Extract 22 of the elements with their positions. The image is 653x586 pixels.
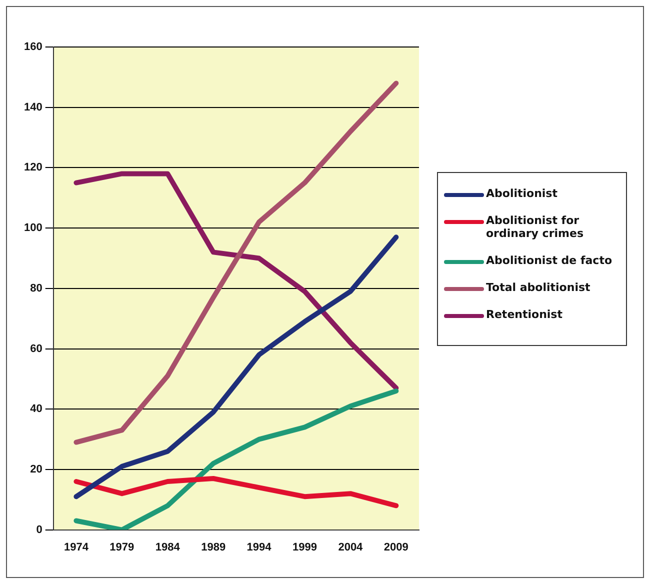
x-tick-label: 1999 — [292, 541, 317, 554]
legend-label: Retentionist — [486, 308, 562, 321]
y-tick-label: 80 — [30, 282, 42, 294]
y-tick-label: 100 — [24, 222, 42, 234]
legend-label: Abolitionist for ordinary crimes — [486, 214, 584, 240]
x-tick-label: 2009 — [384, 541, 408, 554]
y-tick-label: 60 — [30, 342, 42, 355]
x-tick-label: 1974 — [64, 541, 90, 554]
x-tick-label: 1979 — [110, 541, 134, 554]
x-tick-label: 2004 — [338, 541, 364, 554]
legend-label: Abolitionist — [486, 187, 558, 200]
y-tick-label: 20 — [30, 463, 42, 476]
x-tick-label: 1984 — [155, 541, 181, 554]
x-tick-label: 1994 — [246, 541, 272, 554]
y-tick-label: 160 — [24, 41, 42, 54]
legend-label: Abolitionist de facto — [486, 254, 612, 267]
y-tick-label: 40 — [30, 403, 42, 416]
legend-label: Total abolitionist — [486, 281, 590, 294]
x-tick-label: 1989 — [201, 541, 226, 554]
y-tick-label: 140 — [24, 101, 42, 114]
y-tick-label: 120 — [24, 162, 42, 174]
y-tick-label: 0 — [36, 524, 42, 536]
